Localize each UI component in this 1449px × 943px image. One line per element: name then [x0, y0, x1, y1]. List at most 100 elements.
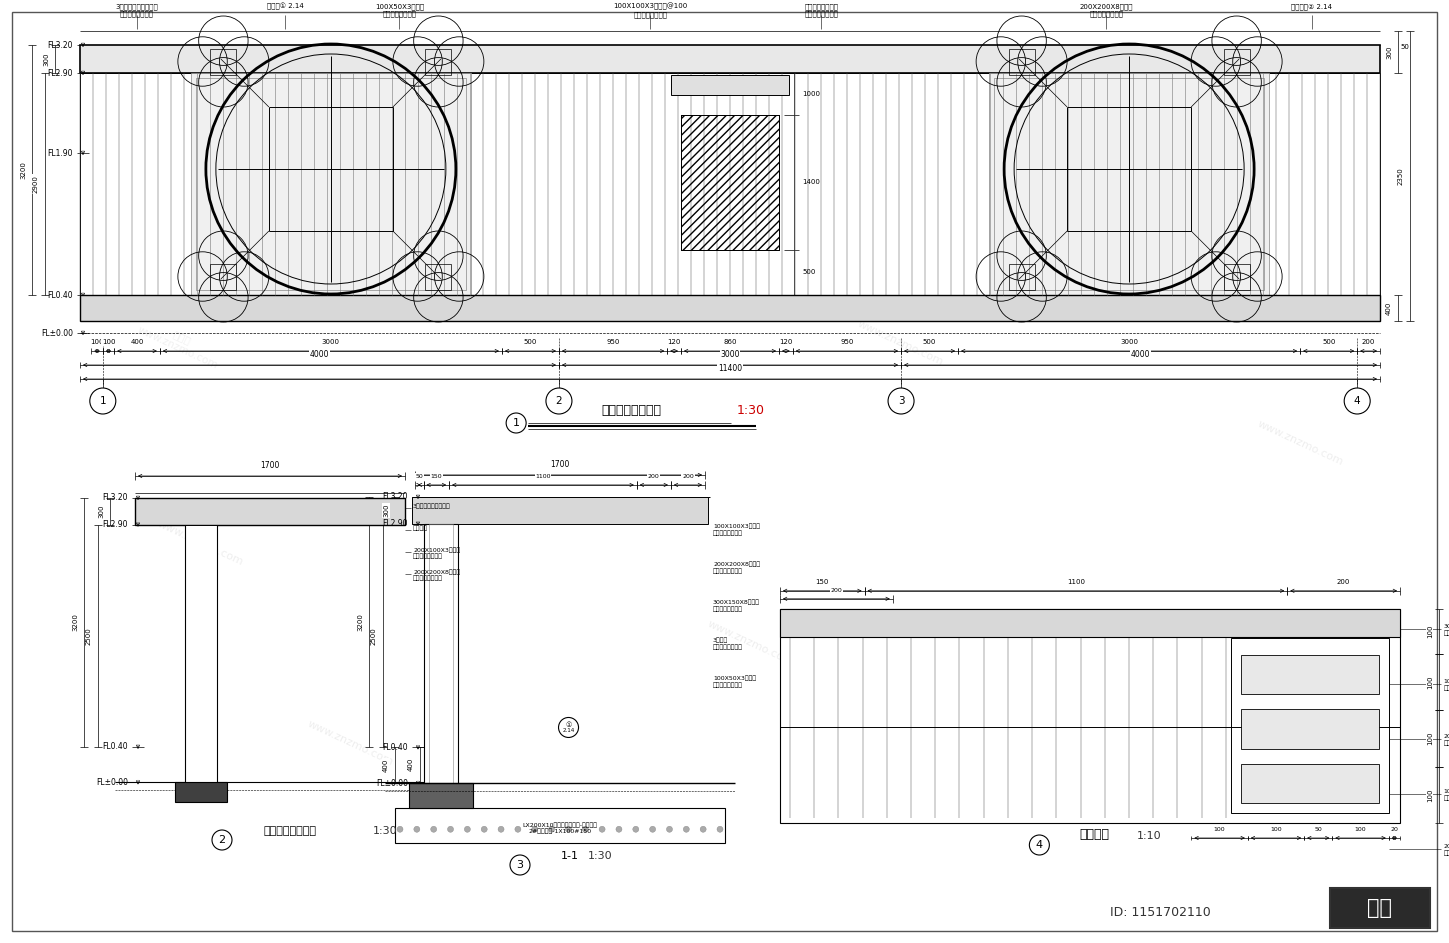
Bar [1330, 888, 1430, 928]
Text: 200: 200 [1362, 339, 1375, 345]
Text: 500: 500 [523, 339, 538, 345]
Bar [135, 498, 406, 524]
Text: www.znzmo.com: www.znzmo.com [706, 619, 794, 668]
Text: 100X100X3厚方通@100
浅棕色氟碳漆饰面: 100X100X3厚方通@100 浅棕色氟碳漆饰面 [613, 3, 687, 18]
Text: 50: 50 [416, 474, 423, 479]
Circle shape [430, 826, 436, 833]
Text: 20: 20 [1391, 827, 1398, 832]
Circle shape [1029, 835, 1049, 855]
Text: FL2.90: FL2.90 [103, 521, 128, 529]
Circle shape [649, 826, 655, 833]
Text: FL±0.00: FL±0.00 [96, 778, 128, 787]
Bar [210, 263, 236, 290]
Circle shape [667, 826, 672, 833]
Text: 150: 150 [816, 579, 829, 585]
Bar [185, 524, 217, 787]
Bar [780, 609, 1400, 637]
Text: FL±0.00: FL±0.00 [41, 328, 72, 338]
Text: ID: 1151702110: ID: 1151702110 [1110, 906, 1210, 919]
Text: 2900: 2900 [33, 175, 39, 193]
Text: 950: 950 [607, 339, 620, 345]
Bar [1240, 654, 1379, 694]
Circle shape [510, 855, 530, 875]
Text: 3厚白色磁砖深亚光板
浅棕色氟碳漆饰面: 3厚白色磁砖深亚光板 浅棕色氟碳漆饰面 [116, 3, 158, 17]
Circle shape [549, 826, 555, 833]
Text: 3200: 3200 [356, 613, 364, 631]
Text: 100: 100 [1214, 827, 1226, 832]
Bar [780, 609, 1400, 823]
Circle shape [598, 826, 606, 833]
Text: 300: 300 [99, 505, 104, 518]
Bar [990, 73, 1269, 295]
Circle shape [888, 388, 914, 414]
Text: 100: 100 [1427, 732, 1433, 745]
Text: 4: 4 [1036, 840, 1043, 850]
Text: 金属拱形② 2.14: 金属拱形② 2.14 [1291, 3, 1332, 9]
Text: www.znzmo.com: www.znzmo.com [555, 99, 645, 147]
Text: 500: 500 [923, 339, 936, 345]
Bar [429, 523, 452, 784]
Text: 200X200X8厚方通
浅棕色氟碳漆饰面: 200X200X8厚方通 浅棕色氟碳漆饰面 [1080, 3, 1133, 17]
Text: 50: 50 [1401, 44, 1410, 50]
Text: 300: 300 [1387, 45, 1392, 58]
Text: www.znzmo.com: www.znzmo.com [1055, 719, 1145, 768]
Circle shape [464, 826, 471, 833]
Text: 200: 200 [830, 587, 842, 593]
Circle shape [684, 826, 690, 833]
Bar [396, 808, 724, 843]
Text: 公交站台立面图二: 公交站台立面图二 [264, 826, 316, 836]
Text: 1-1: 1-1 [561, 851, 580, 861]
Text: 3厚白色磁砖深亚光板: 3厚白色磁砖深亚光板 [413, 503, 451, 508]
Text: 1700: 1700 [261, 461, 280, 470]
Text: 专用配置: 专用配置 [413, 525, 427, 531]
Text: 200X200X8厚方通
浅棕色氟碳漆饰面: 200X200X8厚方通 浅棕色氟碳漆饰面 [713, 562, 761, 574]
Text: www.znzmo.com: www.znzmo.com [1255, 419, 1345, 468]
Text: ①: ① [565, 722, 572, 729]
Text: 知末网
www.znzmo.com: 知末网 www.znzmo.com [456, 235, 545, 291]
Bar [80, 73, 1379, 295]
Circle shape [397, 826, 403, 833]
Text: www.znzmo.com: www.znzmo.com [855, 319, 945, 368]
Text: 100X50X3厚方通
浅棕色氟碳漆饰面: 100X50X3厚方通 浅棕色氟碳漆饰面 [375, 3, 425, 17]
Bar [1009, 48, 1035, 74]
Text: FL3.20: FL3.20 [383, 492, 409, 502]
Text: 100: 100 [1271, 827, 1282, 832]
Text: 节点详图: 节点详图 [1080, 828, 1110, 841]
Text: 500: 500 [801, 270, 816, 275]
Bar [1240, 764, 1379, 803]
Bar [1230, 638, 1388, 813]
Text: 200X200X8厚方通
浅棕色氟碳漆饰面: 200X200X8厚方通 浅棕色氟碳漆饰面 [1443, 844, 1449, 856]
Text: 1000: 1000 [801, 91, 820, 97]
Bar [210, 48, 236, 74]
Bar [426, 48, 452, 74]
Bar [191, 73, 471, 295]
Circle shape [1345, 388, 1371, 414]
Text: 950: 950 [840, 339, 853, 345]
Text: 3: 3 [516, 860, 523, 870]
Text: 860: 860 [723, 339, 736, 345]
Bar [426, 263, 452, 290]
Text: 3: 3 [898, 396, 904, 406]
Text: 100X100X3厚方通
浅棕色氟碳漆饰面: 100X100X3厚方通 浅棕色氟碳漆饰面 [1443, 788, 1449, 801]
Circle shape [717, 826, 723, 833]
Text: 知末网
www.znzmo.com: 知末网 www.znzmo.com [756, 165, 845, 222]
Text: 100: 100 [1355, 827, 1366, 832]
Bar [671, 75, 790, 95]
Circle shape [212, 830, 232, 850]
Text: 3000: 3000 [720, 350, 740, 359]
Text: 2: 2 [555, 396, 562, 406]
Text: 100X100X3厚方通
浅棕色氟碳漆饰面: 100X100X3厚方通 浅棕色氟碳漆饰面 [713, 523, 759, 536]
Bar [681, 115, 780, 250]
Text: FL0.40: FL0.40 [48, 290, 72, 300]
Text: www.znzmo.com: www.znzmo.com [206, 189, 294, 238]
Bar [1223, 263, 1249, 290]
Text: 3000: 3000 [322, 339, 341, 345]
Bar [1240, 709, 1379, 749]
Text: FL3.20: FL3.20 [103, 493, 128, 503]
Circle shape [633, 826, 639, 833]
Circle shape [616, 826, 622, 833]
Text: 50: 50 [1314, 827, 1321, 832]
Text: 公交站台立面图一: 公交站台立面图一 [601, 404, 661, 417]
Text: 200X100X3厚方通
浅棕色氟碳漆饰面: 200X100X3厚方通 浅棕色氟碳漆饰面 [1443, 734, 1449, 746]
Circle shape [90, 388, 116, 414]
